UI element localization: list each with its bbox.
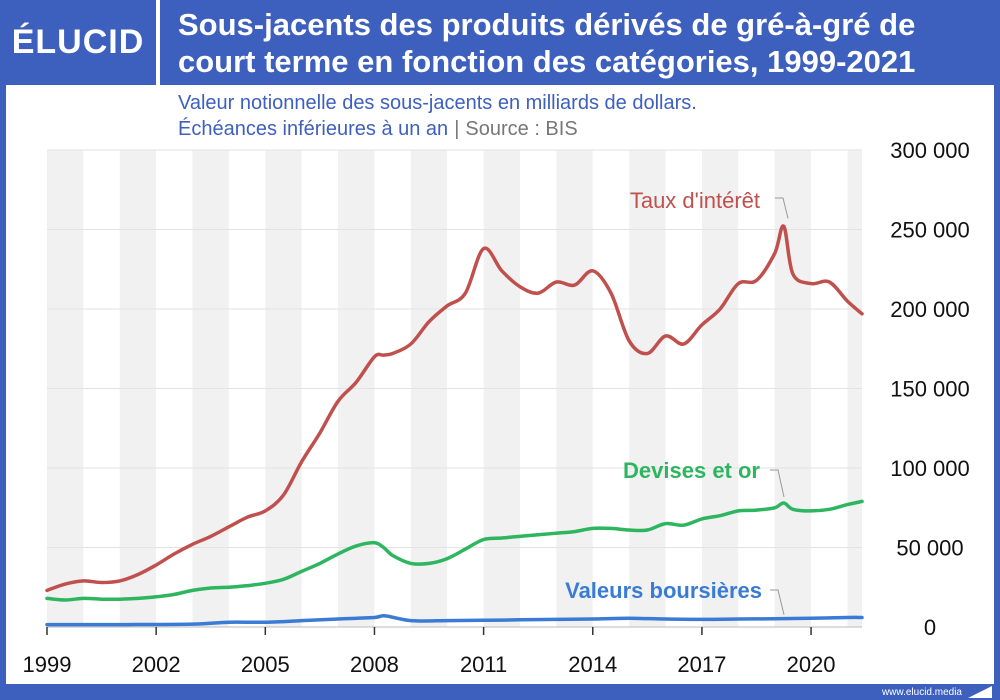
footer-bar <box>0 684 1000 700</box>
title-line-2: court terme en fonction des catégories, … <box>178 44 916 79</box>
footer-url[interactable]: www.elucid.media <box>881 687 962 698</box>
series-label: Valeurs boursières <box>565 578 762 603</box>
subtitle-line-2: Échéances inférieures à un an | Source : B… <box>178 116 697 142</box>
x-tick-label: 2005 <box>241 652 290 677</box>
elucid-logo[interactable]: ÉLUCID <box>0 0 160 85</box>
series-label: Devises et or <box>623 458 760 483</box>
source-label: Source : BIS <box>465 118 578 140</box>
series-line <box>45 614 864 627</box>
series-label-leader <box>770 589 785 615</box>
x-tick-label: 1999 <box>23 652 72 677</box>
elucid-mark-icon <box>968 686 992 698</box>
x-tick-label: 2008 <box>350 652 399 677</box>
header-bar <box>0 0 1000 85</box>
subtitle-maturity: Échéances inférieures à un an <box>178 118 449 140</box>
subtitle-separator: | <box>454 118 460 140</box>
series-label-leader <box>770 469 785 498</box>
y-tick-label: 250 000 <box>890 218 970 243</box>
y-tick-label: 0 <box>924 615 936 640</box>
subtitle-line-1: Valeur notionnelle des sous-jacents en m… <box>178 92 697 114</box>
y-tick-label: 300 000 <box>890 138 970 163</box>
title-line-1: Sous-jacents des produits dérivés de gré… <box>178 7 916 42</box>
x-tick-label: 2002 <box>132 652 181 677</box>
chart-subtitle: Valeur notionnelle des sous-jacents en m… <box>178 90 697 142</box>
x-tick-label: 2014 <box>568 652 617 677</box>
y-tick-label: 50 000 <box>896 536 963 561</box>
series-line <box>45 499 864 602</box>
x-tick-label: 2020 <box>787 652 836 677</box>
y-tick-label: 150 000 <box>890 377 970 402</box>
y-tick-label: 200 000 <box>890 297 970 322</box>
page-title: Sous-jacents des produits dérivés de gré… <box>178 6 988 80</box>
series-label: Taux d'intérêt <box>630 188 760 213</box>
series-label-leader <box>775 197 789 219</box>
x-tick-label: 2011 <box>460 652 507 677</box>
series-line <box>45 224 864 593</box>
y-tick-label: 100 000 <box>890 456 970 481</box>
logo-text: ÉLUCID <box>11 23 145 61</box>
x-tick-label: 2017 <box>677 652 726 677</box>
